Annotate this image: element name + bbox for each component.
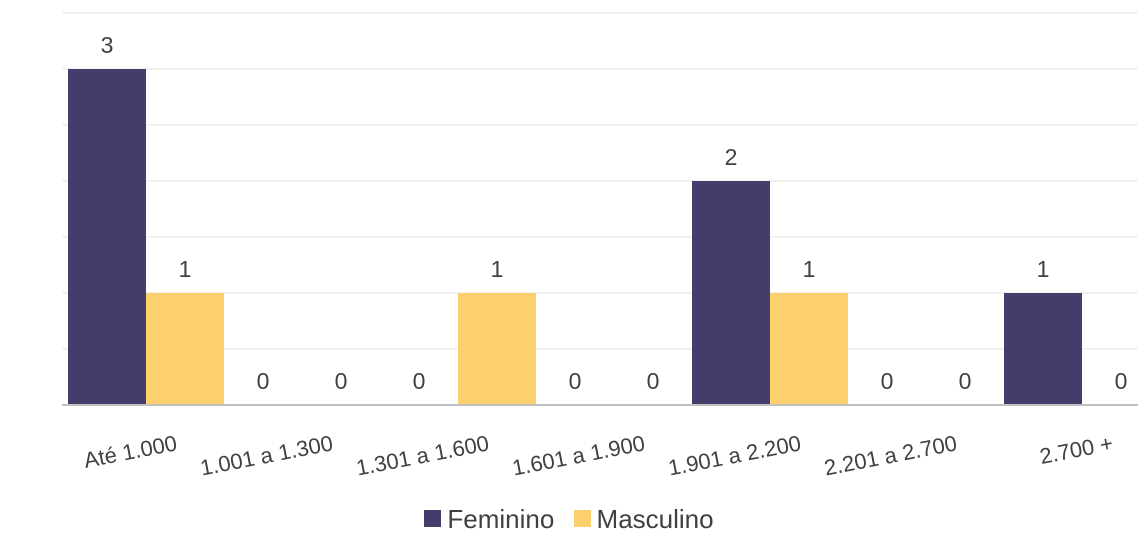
data-label-feminino: 0 (569, 368, 582, 394)
legend-swatch-masculino (573, 510, 591, 527)
bar-feminino (68, 69, 146, 405)
data-label-masculino: 0 (1115, 368, 1128, 394)
data-label-masculino: 0 (959, 368, 972, 394)
legend: Feminino Masculino (0, 505, 1138, 532)
data-label-masculino: 0 (647, 368, 660, 394)
x-tick-label: 1.601 a 1.900 (510, 430, 647, 480)
data-label-feminino: 2 (725, 144, 738, 170)
bar-masculino (458, 293, 536, 405)
legend-label-feminino: Feminino (447, 503, 555, 534)
legend-swatch-feminino (424, 510, 442, 527)
data-label-masculino: 0 (335, 368, 348, 394)
x-tick-label: 2.201 a 2.700 (822, 430, 959, 480)
x-tick-label: 1.901 a 2.200 (666, 430, 803, 480)
gridlines (62, 12, 1138, 350)
bar-feminino (692, 181, 770, 405)
data-label-feminino: 0 (413, 368, 426, 394)
data-label-feminino: 1 (1037, 256, 1050, 282)
data-label-feminino: 0 (881, 368, 894, 394)
data-label-feminino: 0 (257, 368, 270, 394)
x-tick-label: 1.001 a 1.300 (198, 430, 335, 480)
legend-label-masculino: Masculino (596, 503, 714, 534)
data-label-masculino: 1 (491, 256, 504, 282)
data-label-feminino: 3 (101, 32, 114, 58)
data-labels: 3 1 0 0 0 1 0 0 2 1 0 0 1 0 (101, 32, 1128, 394)
bars (68, 69, 1082, 405)
legend-item-masculino: Masculino (573, 503, 714, 534)
bar-masculino (770, 293, 848, 405)
x-tick-label: Até 1.000 (82, 430, 179, 473)
x-tick-label: 1.301 a 1.600 (354, 430, 491, 480)
data-label-masculino: 1 (179, 256, 192, 282)
bar-feminino (1004, 293, 1082, 405)
data-label-masculino: 1 (803, 256, 816, 282)
bar-masculino (146, 293, 224, 405)
x-tick-label: 2.700 + (1038, 430, 1115, 469)
x-tick-labels: Até 1.000 1.001 a 1.300 1.301 a 1.600 1.601… (82, 430, 1115, 480)
legend-item-feminino: Feminino (424, 506, 554, 532)
